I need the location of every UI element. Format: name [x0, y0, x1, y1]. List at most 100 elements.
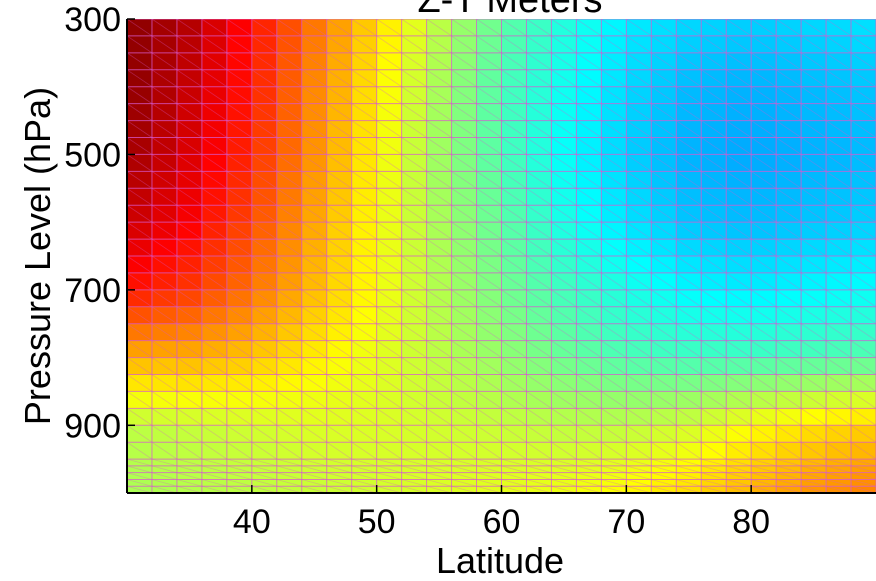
heatmap-cell [301, 442, 328, 460]
heatmap-cell [151, 171, 178, 189]
heatmap-cell [776, 19, 802, 37]
mesh-line [127, 69, 153, 88]
heatmap-cell [651, 35, 677, 54]
heatmap-cell [401, 205, 428, 223]
mesh-line [176, 120, 203, 138]
mesh-line [725, 289, 752, 308]
mesh-line [151, 35, 178, 54]
mesh-line [451, 221, 477, 240]
mesh-line [451, 238, 477, 257]
heatmap-cell [276, 442, 303, 460]
heatmap-cell [176, 323, 203, 342]
heatmap-cell [701, 222, 727, 240]
mesh-line [176, 391, 203, 409]
heatmap-cell [776, 340, 802, 359]
mesh-line [301, 103, 327, 121]
heatmap-cell [801, 408, 827, 426]
mesh-line [226, 187, 253, 206]
heatmap-cell [576, 19, 602, 37]
mesh-line [651, 120, 677, 138]
mesh-line [501, 120, 527, 138]
mesh-line [351, 103, 377, 121]
heatmap-cell [826, 272, 852, 291]
heatmap-cell [201, 239, 228, 257]
heatmap-cell [476, 19, 503, 37]
heatmap-cell [251, 272, 278, 291]
heatmap-cell [676, 137, 702, 156]
mesh-line [301, 19, 327, 37]
mesh-line [127, 391, 153, 409]
heatmap-cell [376, 86, 403, 105]
heatmap-cell [801, 289, 827, 308]
mesh-line [576, 137, 602, 155]
heatmap-cell [476, 374, 503, 393]
heatmap-cell [476, 272, 503, 291]
heatmap-cell [476, 86, 503, 105]
heatmap-cell [226, 171, 253, 189]
heatmap-cell [626, 306, 652, 325]
heatmap-cell [726, 479, 752, 487]
mesh-line [276, 323, 302, 341]
mesh-line [676, 479, 702, 487]
mesh-line [426, 424, 452, 443]
mesh-line [750, 408, 777, 426]
heatmap-cell [201, 188, 228, 206]
mesh-line [176, 171, 203, 189]
heatmap-cell [676, 222, 702, 240]
heatmap-cell [401, 120, 428, 139]
mesh-line [301, 323, 327, 341]
x-tick-label: 60 [483, 503, 521, 541]
heatmap-cell [701, 391, 727, 409]
heatmap-cell [276, 472, 303, 481]
heatmap-cell [201, 272, 228, 291]
heatmap-cell [251, 479, 278, 487]
heatmap-cell [576, 188, 602, 206]
mesh-line [750, 424, 777, 443]
heatmap-cell [151, 154, 178, 172]
mesh-line [626, 441, 652, 460]
mesh-line [501, 306, 527, 325]
heatmap-cell [751, 154, 777, 172]
heatmap-cell [626, 69, 652, 88]
heatmap-cell [301, 306, 328, 325]
mesh-line [576, 52, 602, 71]
mesh-line [301, 479, 327, 487]
heatmap-cell [551, 442, 577, 460]
mesh-line [626, 137, 652, 155]
mesh-line [701, 340, 727, 358]
mesh-line [676, 154, 702, 172]
mesh-line [376, 424, 402, 443]
mesh-line [251, 472, 277, 480]
heatmap-cell [451, 222, 478, 240]
mesh-line [725, 69, 752, 88]
heatmap-cell [451, 272, 478, 291]
heatmap-cell [376, 19, 403, 37]
heatmap-cell [351, 391, 378, 409]
mesh-line [251, 238, 278, 257]
mesh-line [850, 441, 876, 460]
y-tick-label: 900 [64, 407, 121, 445]
mesh-line [800, 86, 827, 104]
mesh-line [576, 272, 602, 291]
mesh-line [176, 340, 203, 358]
heatmap-cell [226, 137, 253, 156]
heatmap-cell [801, 306, 827, 325]
mesh-line [526, 323, 552, 341]
heatmap-cell [251, 374, 278, 393]
mesh-line [825, 465, 852, 474]
heatmap-cell [826, 391, 852, 409]
heatmap-cell [276, 222, 303, 240]
heatmap-cell [376, 391, 403, 409]
heatmap-cell [251, 35, 278, 54]
mesh-line [576, 238, 602, 257]
heatmap-cell [276, 486, 303, 493]
mesh-line [751, 458, 777, 467]
mesh-line [576, 103, 602, 121]
mesh-line [376, 479, 402, 487]
mesh-line [676, 272, 702, 291]
mesh-line [601, 103, 627, 121]
heatmap-cell [176, 239, 203, 257]
mesh-line [451, 52, 477, 71]
mesh-line [626, 323, 652, 341]
mesh-line [476, 120, 502, 138]
